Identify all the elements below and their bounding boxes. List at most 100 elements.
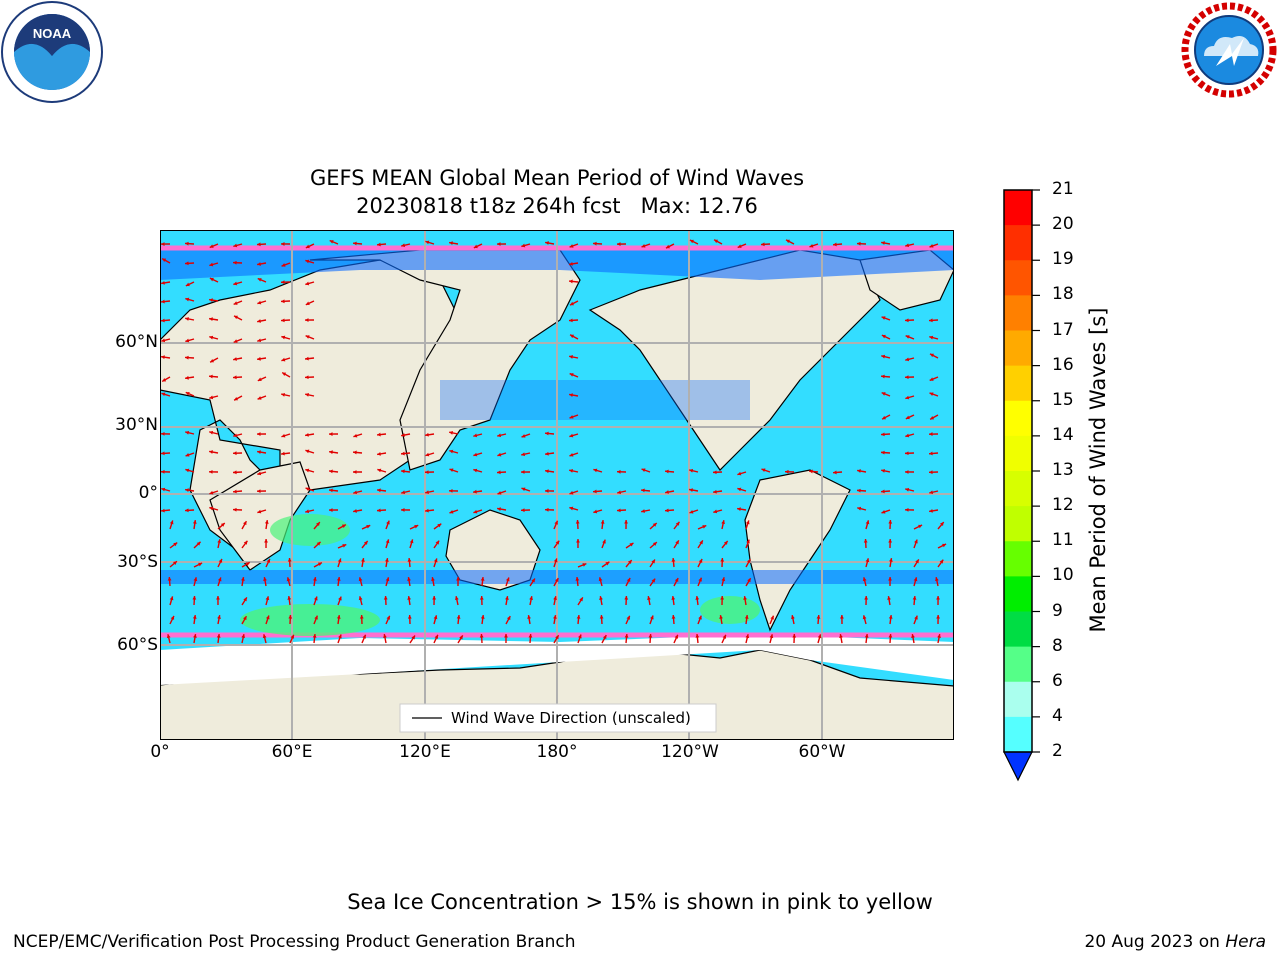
wave-direction-arrowhead — [576, 615, 581, 619]
wave-direction-arrowhead — [747, 578, 751, 583]
wave-direction-arrowhead — [505, 577, 510, 582]
wave-direction-arrowhead — [257, 377, 262, 382]
wind-wave-arrows — [160, 239, 947, 644]
wave-direction-arrowhead — [167, 577, 172, 581]
wave-direction-arrowhead — [905, 375, 909, 380]
wave-direction-arrowhead — [713, 509, 718, 514]
wave-direction-arrowhead — [918, 524, 923, 529]
wave-direction-arrowhead — [737, 471, 742, 476]
wave-direction-arrowhead — [521, 243, 526, 248]
wave-direction-arrowhead — [257, 242, 261, 247]
wave-direction-arrowhead — [433, 558, 438, 563]
wave-direction-arrowhead — [929, 490, 934, 495]
wave-direction-arrowhead — [257, 338, 262, 343]
wave-direction-arrowhead — [264, 539, 268, 543]
wave-direction-arrowhead — [220, 523, 225, 527]
wave-direction-arrowhead — [305, 244, 310, 249]
wave-direction-arrowhead — [257, 450, 261, 454]
wave-direction-arrowhead — [888, 634, 893, 638]
wave-direction-arrowhead — [209, 506, 214, 511]
wave-direction-arrowhead — [865, 520, 870, 525]
wave-direction-arrowhead — [569, 261, 573, 266]
wave-direction-arrowhead — [569, 301, 574, 306]
wave-direction-arrowhead — [545, 469, 549, 474]
wave-direction-arrowhead — [161, 318, 165, 323]
wave-direction-arrowhead — [209, 469, 213, 474]
wave-direction-arrowhead — [432, 596, 437, 600]
wave-direction-arrowhead — [713, 489, 717, 494]
wave-direction-arrowhead — [317, 562, 322, 567]
wave-direction-arrowhead — [185, 430, 190, 435]
wave-direction-arrowhead — [881, 354, 886, 359]
wave-direction-arrowhead — [769, 634, 774, 639]
wave-direction-arrowhead — [553, 596, 557, 600]
colorbar-segment — [1004, 365, 1032, 402]
wave-direction-arrowhead — [905, 335, 910, 339]
wave-direction-arrowhead — [929, 377, 934, 381]
wave-direction-arrowhead — [839, 634, 843, 638]
wave-direction-arrowhead — [209, 374, 213, 379]
wave-direction-arrowhead — [888, 539, 893, 543]
wave-direction-arrowhead — [720, 558, 725, 562]
wave-period-map: Wind Wave Direction (unscaled) — [160, 230, 954, 740]
wave-direction-arrowhead — [161, 242, 165, 246]
wave-direction-arrowhead — [881, 509, 886, 514]
colorbar-tick-label: 21 — [1052, 179, 1074, 199]
wave-direction-arrowhead — [497, 433, 502, 438]
wave-direction-arrowhead — [675, 540, 679, 545]
wave-direction-arrowhead — [473, 244, 478, 249]
wave-direction-arrowhead — [914, 539, 918, 544]
lat-label-60n: 60°N — [115, 332, 158, 352]
wave-direction-arrowhead — [865, 558, 870, 563]
wave-direction-arrowhead — [454, 596, 459, 601]
wave-direction-arrowhead — [161, 392, 166, 397]
noaa-logo-text: NOAA — [33, 26, 72, 41]
wave-direction-arrowhead — [401, 243, 406, 248]
wave-direction-arrowhead — [169, 520, 174, 525]
footer-date: 20 Aug 2023 on Hera — [1084, 932, 1266, 952]
colorbar-segment — [1004, 330, 1032, 367]
wave-direction-arrowhead — [497, 242, 501, 246]
wave-direction-arrowhead — [305, 375, 309, 380]
wave-direction-arrowhead — [358, 577, 363, 582]
wave-direction-arrowhead — [882, 415, 887, 420]
wave-direction-arrowhead — [641, 468, 646, 472]
wave-direction-arrowhead — [265, 596, 270, 601]
wave-direction-arrowhead — [746, 559, 751, 564]
wave-direction-arrowhead — [281, 263, 286, 267]
wave-direction-arrowhead — [383, 596, 388, 600]
wave-direction-arrowhead — [233, 507, 237, 512]
wave-direction-arrowhead — [575, 577, 580, 581]
wave-direction-arrowhead — [905, 487, 910, 492]
wave-direction-arrowhead — [864, 634, 869, 638]
wave-direction-arrowhead — [497, 452, 502, 457]
colorbar — [1003, 189, 1040, 782]
wave-direction-arrowhead — [473, 452, 478, 457]
wave-direction-arrowhead — [761, 468, 766, 473]
wave-direction-arrowhead — [936, 596, 940, 600]
wave-direction-arrowhead — [336, 577, 341, 581]
wave-direction-arrowhead — [905, 507, 909, 512]
wave-direction-arrowhead — [569, 490, 574, 495]
wave-direction-arrowhead — [353, 470, 357, 474]
wave-direction-arrowhead — [714, 239, 719, 244]
wave-direction-arrowhead — [745, 520, 750, 525]
wave-direction-arrowhead — [719, 615, 723, 619]
wave-direction-arrowhead — [185, 317, 189, 321]
wave-direction-arrowhead — [243, 521, 247, 526]
wave-direction-arrowhead — [905, 470, 909, 474]
wave-direction-arrowhead — [401, 451, 405, 456]
wave-direction-arrowhead — [209, 450, 213, 454]
wave-direction-arrowhead — [414, 524, 419, 529]
wave-direction-arrowhead — [305, 449, 310, 454]
wave-direction-arrowhead — [857, 469, 861, 473]
wave-direction-arrowhead — [185, 282, 190, 287]
wave-direction-arrowhead — [569, 452, 574, 457]
wave-direction-arrowhead — [358, 596, 363, 601]
wave-direction-arrowhead — [281, 318, 285, 323]
wave-direction-arrowhead — [817, 634, 822, 639]
wave-direction-arrowhead — [528, 634, 533, 638]
noaa-logo: NOAA — [1, 1, 103, 103]
wave-direction-arrowhead — [312, 634, 317, 638]
wave-direction-arrowhead — [209, 490, 214, 495]
